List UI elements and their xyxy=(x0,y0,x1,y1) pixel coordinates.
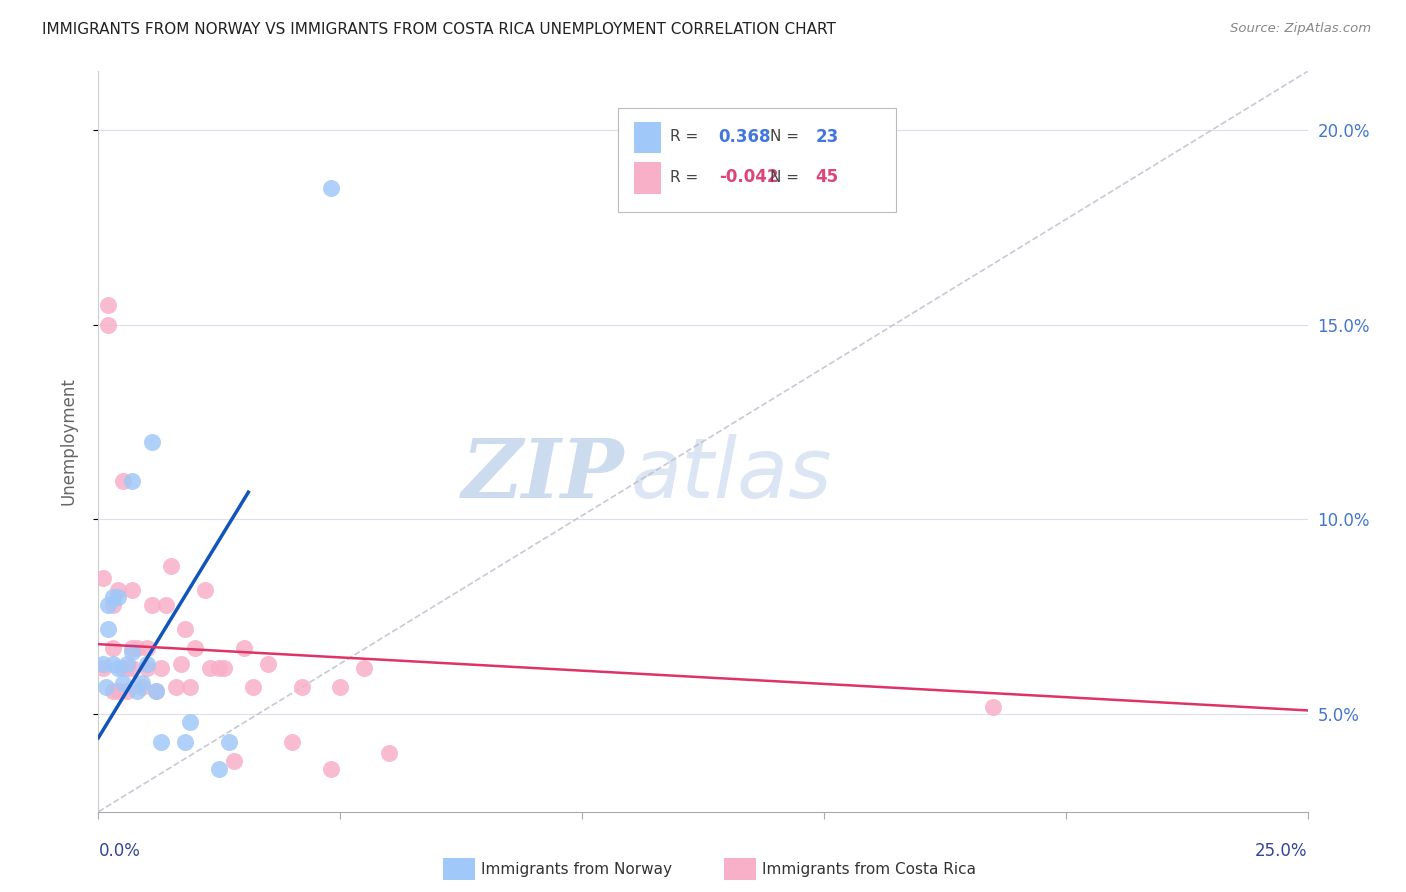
Point xyxy=(232,641,254,656)
Point xyxy=(353,660,375,674)
Text: 0.368: 0.368 xyxy=(718,128,772,145)
Text: Immigrants from Costa Rica: Immigrants from Costa Rica xyxy=(762,863,976,877)
Point xyxy=(107,660,129,674)
Point xyxy=(319,181,342,195)
Text: atlas: atlas xyxy=(630,434,832,516)
Point xyxy=(121,641,143,656)
Point xyxy=(150,734,173,748)
Text: Source: ZipAtlas.com: Source: ZipAtlas.com xyxy=(1230,22,1371,36)
Point xyxy=(981,699,1004,714)
Text: ZIP: ZIP xyxy=(461,435,624,515)
Point xyxy=(121,582,143,597)
Point xyxy=(97,622,120,636)
Point xyxy=(212,660,235,674)
Point xyxy=(121,474,143,488)
Point xyxy=(169,657,191,671)
Point xyxy=(377,746,399,760)
Point xyxy=(111,660,134,674)
Bar xyxy=(634,121,661,153)
Point xyxy=(97,318,120,332)
Point xyxy=(91,657,114,671)
Point xyxy=(218,734,240,748)
Point xyxy=(194,582,217,597)
Point xyxy=(208,660,231,674)
Point xyxy=(135,657,157,671)
Text: 25.0%: 25.0% xyxy=(1256,842,1308,860)
Bar xyxy=(634,162,661,194)
Point xyxy=(165,680,187,694)
Point xyxy=(127,684,149,698)
Point xyxy=(174,734,197,748)
Point xyxy=(111,474,134,488)
Point xyxy=(281,734,304,748)
Text: N =: N = xyxy=(769,169,799,185)
Point xyxy=(117,660,139,674)
Point xyxy=(198,660,221,674)
Text: 45: 45 xyxy=(815,169,838,186)
Point xyxy=(91,660,114,674)
Point xyxy=(101,598,124,612)
Point xyxy=(101,591,124,605)
Point xyxy=(145,684,167,698)
Point xyxy=(107,684,129,698)
FancyBboxPatch shape xyxy=(619,109,897,212)
Point xyxy=(242,680,264,694)
Text: R =: R = xyxy=(671,129,699,144)
Point xyxy=(111,676,134,690)
Point xyxy=(145,684,167,698)
Point xyxy=(121,660,143,674)
Point xyxy=(222,754,245,768)
Point xyxy=(131,680,153,694)
Point xyxy=(127,641,149,656)
Point xyxy=(179,715,201,730)
Point xyxy=(329,680,352,694)
Point xyxy=(131,676,153,690)
Text: 23: 23 xyxy=(815,128,839,145)
Point xyxy=(107,582,129,597)
Text: R =: R = xyxy=(671,169,699,185)
Point xyxy=(101,684,124,698)
Point xyxy=(319,762,342,776)
Point xyxy=(290,680,312,694)
Point xyxy=(174,622,197,636)
Text: Immigrants from Norway: Immigrants from Norway xyxy=(481,863,672,877)
Point xyxy=(135,641,157,656)
Text: -0.042: -0.042 xyxy=(718,169,778,186)
Y-axis label: Unemployment: Unemployment xyxy=(59,377,77,506)
Text: IMMIGRANTS FROM NORWAY VS IMMIGRANTS FROM COSTA RICA UNEMPLOYMENT CORRELATION CH: IMMIGRANTS FROM NORWAY VS IMMIGRANTS FRO… xyxy=(42,22,837,37)
Point xyxy=(97,298,120,312)
Point xyxy=(155,598,177,612)
Point xyxy=(141,598,163,612)
Text: N =: N = xyxy=(769,129,799,144)
Text: 0.0%: 0.0% xyxy=(98,842,141,860)
Point xyxy=(135,660,157,674)
Point xyxy=(141,434,163,449)
Point xyxy=(179,680,201,694)
Point xyxy=(160,559,183,574)
Point xyxy=(101,657,124,671)
Point xyxy=(94,680,117,694)
Point xyxy=(91,571,114,585)
Point xyxy=(121,645,143,659)
Point xyxy=(117,657,139,671)
Point xyxy=(97,598,120,612)
Point xyxy=(107,591,129,605)
Point xyxy=(208,762,231,776)
Point xyxy=(184,641,207,656)
Point xyxy=(150,660,173,674)
Point xyxy=(117,684,139,698)
Point xyxy=(101,641,124,656)
Point xyxy=(256,657,278,671)
